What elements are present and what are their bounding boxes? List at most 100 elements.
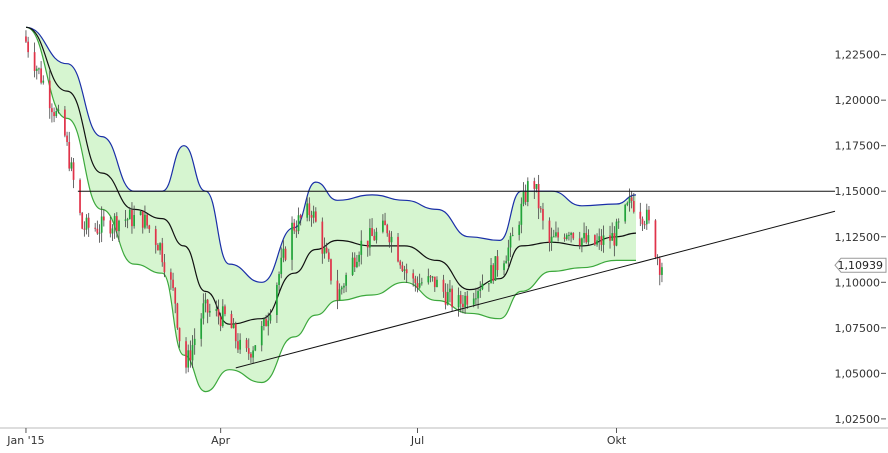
candle — [126, 217, 129, 229]
candle — [548, 217, 551, 252]
candle — [552, 229, 555, 238]
candle — [40, 61, 42, 85]
candle — [481, 274, 484, 291]
candle — [85, 214, 88, 235]
candle — [598, 228, 601, 250]
candle — [570, 231, 572, 243]
candle — [446, 283, 449, 306]
candle — [405, 263, 408, 283]
candle — [159, 242, 161, 255]
candle — [509, 232, 512, 258]
candle — [466, 290, 469, 309]
candle — [113, 213, 116, 239]
support-trendline — [235, 210, 836, 369]
candle — [358, 251, 360, 267]
candle — [325, 242, 328, 254]
band-fill — [26, 27, 636, 392]
candle — [492, 263, 495, 284]
candle — [403, 265, 406, 280]
candle — [131, 202, 133, 234]
candle — [237, 333, 239, 353]
candle — [83, 221, 86, 237]
candle — [232, 318, 235, 329]
candle — [449, 279, 451, 303]
candle — [585, 226, 588, 244]
candle — [464, 292, 466, 314]
candle — [462, 295, 464, 314]
candle — [254, 344, 257, 352]
candle — [658, 256, 661, 286]
candle — [431, 275, 434, 282]
candle — [518, 221, 521, 241]
candle — [475, 287, 477, 306]
candle — [336, 269, 339, 310]
candle — [526, 177, 529, 207]
candle — [187, 344, 190, 373]
candle — [219, 312, 222, 332]
candle — [245, 337, 248, 352]
candle — [310, 210, 313, 227]
candle — [133, 205, 135, 229]
x-tick-label: Jan '15 — [6, 434, 44, 447]
candle — [115, 212, 118, 238]
candle — [252, 346, 254, 364]
candle — [295, 220, 298, 238]
y-tick-label: 1,15000 — [835, 185, 881, 198]
candle — [157, 243, 159, 251]
candle — [128, 207, 131, 220]
x-tick-label: Jul — [410, 434, 424, 447]
y-tick-label: 1,20000 — [835, 94, 881, 107]
candle — [297, 207, 300, 235]
candle — [632, 192, 635, 214]
candle — [25, 30, 27, 43]
candle — [550, 227, 553, 251]
candle — [200, 313, 203, 347]
candle — [360, 230, 363, 265]
candle — [284, 246, 287, 262]
candle — [124, 209, 127, 228]
candle — [215, 300, 218, 317]
candle — [615, 218, 618, 247]
candle — [33, 42, 36, 78]
candle — [189, 340, 192, 368]
candle — [626, 201, 629, 207]
candle — [250, 351, 252, 363]
candle — [193, 328, 196, 355]
annotations — [77, 190, 836, 369]
candle — [373, 229, 376, 241]
candle — [234, 321, 237, 349]
candle — [371, 218, 373, 237]
candle — [172, 272, 174, 291]
candle — [314, 207, 317, 223]
candle — [639, 202, 642, 227]
candle — [542, 202, 544, 230]
y-tick-label: 1,17500 — [835, 140, 881, 153]
last-price-tag: 1,10939 — [834, 257, 887, 273]
candle — [503, 260, 505, 276]
candle — [613, 226, 616, 257]
candle — [451, 285, 453, 312]
candle — [267, 312, 270, 336]
candle — [477, 288, 479, 309]
candle — [524, 184, 527, 206]
candle — [141, 211, 144, 234]
candle — [94, 222, 97, 232]
candle — [388, 230, 391, 248]
candle — [293, 218, 296, 235]
candle — [338, 283, 341, 301]
candle — [312, 205, 315, 224]
candle — [496, 250, 499, 277]
candle — [87, 212, 90, 237]
candle — [327, 248, 330, 262]
candle — [537, 174, 540, 220]
candle — [217, 299, 220, 325]
candle — [648, 205, 650, 224]
candle — [416, 276, 419, 293]
candle — [118, 219, 120, 242]
candle — [269, 309, 272, 324]
candle — [79, 178, 81, 216]
candle — [111, 224, 114, 242]
candle — [656, 254, 659, 266]
candle — [436, 276, 438, 288]
candle — [356, 255, 358, 269]
